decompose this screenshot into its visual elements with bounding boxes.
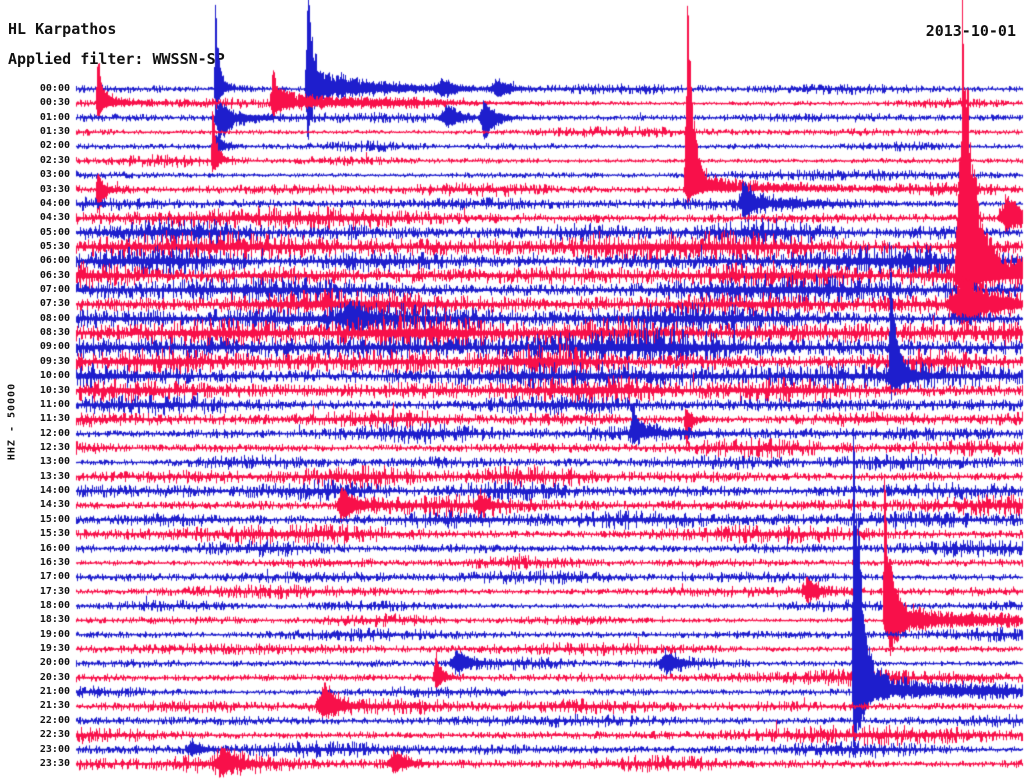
helicorder-page: HL Karpathos Applied filter: WWSSN-SP 20… — [0, 0, 1024, 780]
seismogram-traces — [0, 0, 1024, 780]
